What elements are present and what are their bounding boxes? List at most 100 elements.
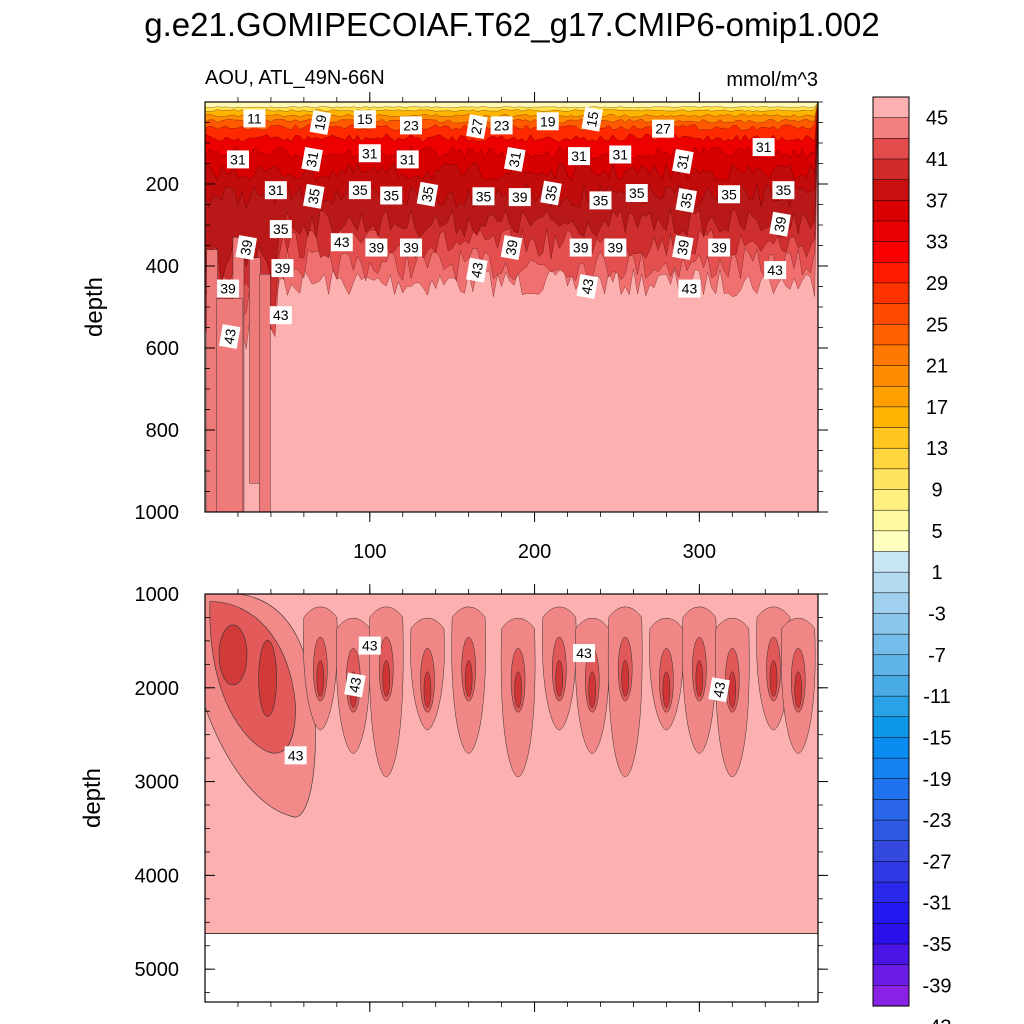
colorbar-swatch: [872, 158, 910, 181]
y-tick-label: 200: [146, 174, 179, 196]
colorbar-label: 29: [926, 273, 948, 295]
upper-contour-label: 39: [711, 240, 727, 256]
upper-contour-label-box: [466, 114, 488, 139]
colorbar-swatch: [872, 96, 910, 119]
upper-contour-label: 11: [247, 110, 262, 126]
lower-contour-label-box: [708, 677, 730, 703]
colorbar-label: -39: [923, 975, 952, 997]
colorbar-swatch: [872, 737, 910, 759]
colorbar-swatch: [872, 695, 910, 718]
upper-contour-label-box: [226, 150, 249, 169]
lower-contour-label-box: [358, 636, 381, 655]
upper-contour-label-box: [472, 187, 495, 206]
upper-contour-label: 35: [593, 192, 609, 208]
upper-contour-label-box: [348, 181, 371, 200]
colorbar-swatch: [872, 262, 910, 284]
colorbar-label: -31: [923, 893, 952, 915]
upper-contour-label: 27: [468, 117, 486, 135]
colorbar-swatch: [872, 468, 910, 491]
colorbar-swatch: [872, 840, 910, 862]
upper-contour-label: 39: [369, 240, 385, 256]
upper-contour-label-box: [243, 109, 266, 128]
upper-contour-label: 31: [230, 151, 246, 167]
upper-contour-label: 31: [303, 150, 321, 168]
x-tick-label: 300: [683, 541, 716, 563]
upper-contour-label: 43: [682, 281, 698, 297]
lower-contour-label: 43: [288, 747, 304, 763]
colorbar: 45 41 37 33 29 25 21 17 13 9 5 1 -3 -7 -11 -15 -19 -23 -27…: [872, 96, 952, 1024]
upper-contour-label: 39: [275, 260, 291, 276]
upper-contour-label-box: [568, 147, 591, 166]
lower-axes: 1000 2000 3000 4000 5000: [135, 584, 828, 1012]
colorbar-swatch: [872, 200, 910, 222]
upper-contour-label: 43: [334, 234, 350, 250]
lower-contour-label: 43: [576, 645, 592, 661]
colorbar-swatch: [872, 551, 910, 573]
upper-contour-label: 35: [629, 185, 645, 201]
colorbar-swatch: [872, 117, 910, 139]
upper-contour-label: 31: [612, 146, 628, 162]
upper-contour-label: 31: [268, 182, 284, 198]
colorbar-frame: [872, 96, 910, 1007]
upper-contour-label-box: [764, 261, 787, 280]
upper-contour-label: 19: [311, 113, 329, 131]
lower-contour-label: 43: [710, 680, 728, 698]
upper-contour-label-box: [604, 238, 627, 257]
y-tick-label: 2000: [135, 678, 180, 700]
upper-contour-label-box: [576, 274, 599, 299]
upper-contour-label-box: [301, 147, 323, 172]
upper-contour-label: 35: [273, 221, 289, 237]
colorbar-swatch: [872, 447, 910, 470]
y-tick-label: 800: [146, 420, 179, 442]
lower-panel-frame: [204, 593, 819, 1003]
upper-contour-label-box: [358, 144, 381, 163]
upper-contour-label: 39: [237, 238, 255, 256]
y-tick-label: 600: [146, 338, 179, 360]
lower-contour-label: 43: [362, 638, 378, 654]
lower-contour-label: 43: [346, 676, 364, 694]
upper-contour-label-box: [302, 183, 325, 209]
colorbar-swatch: [872, 509, 910, 532]
upper-contour-label-box: [536, 112, 559, 131]
colorbar-swatch: [872, 138, 910, 160]
upper-contour-label-box: [365, 238, 388, 257]
colorbar-swatch: [872, 985, 910, 1007]
colorbar-swatch: [872, 344, 910, 367]
upper-contour-label-box: [675, 188, 697, 213]
upper-contour-label: 35: [305, 187, 323, 205]
upper-contour-label: 43: [468, 261, 486, 279]
x-tick-label: 100: [353, 541, 386, 563]
colorbar-swatch: [872, 819, 910, 842]
upper-contour-label: 39: [403, 240, 419, 256]
colorbar-swatch: [872, 613, 910, 635]
upper-contour-label: 39: [512, 189, 528, 205]
upper-contour-label-box: [769, 211, 791, 237]
upper-contour-label-box: [399, 238, 422, 257]
variable-label: AOU, ATL_49N-66N: [205, 67, 385, 89]
colorbar-swatch: [872, 303, 910, 325]
colorbar-swatch: [872, 633, 910, 656]
figure-title: g.e21.GOMIPECOIAF.T62_g17.CMIP6-omip1.00…: [144, 6, 880, 43]
colorbar-swatch: [872, 675, 910, 697]
upper-contour-label-box: [672, 149, 694, 174]
colorbar-swatch: [872, 489, 910, 511]
y-tick-label: 400: [146, 256, 179, 278]
upper-contour-label: 35: [776, 182, 792, 198]
upper-contour-label: 23: [403, 117, 419, 133]
x-tick-label: 200: [518, 541, 551, 563]
upper-contour-label: 35: [383, 187, 399, 203]
colorbar-swatch: [872, 778, 910, 800]
colorbar-label: -43: [923, 1017, 952, 1024]
colorbar-swatch: [872, 179, 910, 201]
upper-contour-label: 31: [756, 139, 772, 155]
upper-contour-label: 23: [494, 117, 510, 133]
colorbar-swatch: [872, 571, 910, 594]
colorbar-swatch: [872, 220, 910, 243]
upper-contour-label-box: [380, 186, 403, 205]
upper-contour-label-box: [708, 238, 731, 257]
upper-contour-label-box: [271, 259, 294, 278]
upper-contour-label-box: [330, 233, 353, 252]
upper-contour-label: 35: [352, 182, 368, 198]
